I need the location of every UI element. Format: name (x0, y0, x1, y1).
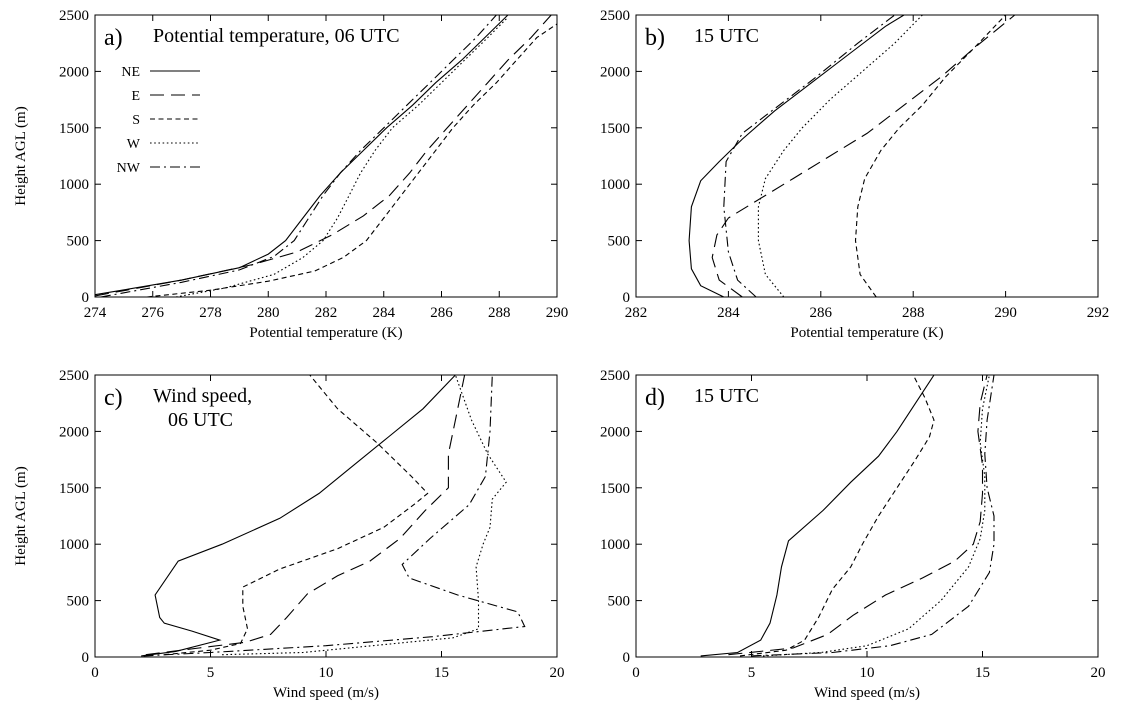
y-tick-label: 1000 (600, 537, 630, 553)
panel-letter: a) (104, 25, 123, 51)
x-tick-label: 286 (810, 305, 833, 321)
plot-frame (94, 14, 558, 298)
x-tick-label: 15 (975, 665, 990, 681)
x-axis-label: Wind speed (m/s) (814, 685, 920, 701)
y-tick-label: 2500 (59, 368, 89, 384)
x-tick-label: 10 (319, 665, 334, 681)
y-tick-label: 0 (623, 290, 631, 306)
series-line-e (728, 374, 988, 656)
panel-letter: b) (645, 25, 665, 51)
y-tick-label: 2000 (600, 424, 630, 440)
series-line-nw (100, 14, 497, 298)
y-tick-label: 1500 (600, 121, 630, 137)
series-line-nw (723, 14, 896, 298)
x-tick-label: 10 (860, 665, 875, 681)
series-line-ne (700, 374, 935, 657)
panel-letter: c) (104, 385, 123, 411)
x-axis-label: Potential temperature (K) (790, 325, 943, 341)
plot-frame (94, 374, 558, 658)
x-tick-label: 290 (994, 305, 1017, 321)
series-line-s (739, 374, 935, 657)
series-line-s (854, 14, 1006, 298)
series-line-s (164, 374, 429, 656)
x-tick-label: 284 (373, 305, 396, 321)
panel-b: 282 284 286 288 290 292 0 500 1000 1500 2000 2500 Po… (600, 8, 1109, 341)
panel-letter: d) (645, 385, 665, 411)
y-tick-label: 500 (608, 594, 631, 610)
y-tick-label: 2000 (59, 424, 89, 440)
series-line-ne (94, 14, 509, 296)
legend-label-s: S (132, 113, 140, 128)
x-axis-label: Wind speed (m/s) (273, 685, 379, 701)
series-line-ne (141, 374, 456, 657)
panel-title: 06 UTC (168, 409, 233, 431)
legend-label-nw: NW (117, 161, 141, 176)
x-axis-label: Potential temperature (K) (249, 325, 402, 341)
y-tick-label: 0 (623, 650, 631, 666)
x-tick-label: 278 (199, 305, 222, 321)
legend-label-w: W (127, 137, 141, 152)
series-line-w (762, 374, 990, 657)
plot-frame (635, 374, 1099, 658)
series-line-e (94, 14, 552, 297)
plot-frame (635, 14, 1099, 298)
series-line-w (757, 14, 923, 298)
series-line-nw (143, 374, 526, 657)
panel-c: 0 5 10 15 20 0 500 1000 1500 2000 2500 Wind speed (… (13, 368, 565, 701)
y-tick-label: 1000 (59, 177, 89, 193)
y-tick-label: 1500 (59, 481, 89, 497)
y-axis-label: Height AGL (m) (13, 466, 29, 565)
series-line-w (175, 16, 509, 298)
y-tick-label: 2500 (600, 368, 630, 384)
x-tick-label: 288 (488, 305, 511, 321)
series-line-nw (751, 374, 995, 657)
series-line-ne (688, 14, 905, 298)
y-tick-label: 500 (67, 594, 90, 610)
x-tick-label: 280 (257, 305, 280, 321)
legend-label-e: E (131, 89, 140, 104)
x-tick-label: 5 (207, 665, 215, 681)
x-tick-label: 288 (902, 305, 925, 321)
y-tick-label: 500 (67, 234, 90, 250)
x-tick-label: 15 (434, 665, 449, 681)
x-tick-label: 282 (625, 305, 648, 321)
x-tick-label: 290 (546, 305, 569, 321)
x-tick-label: 0 (91, 665, 99, 681)
y-tick-label: 1000 (59, 537, 89, 553)
y-tick-label: 0 (82, 650, 90, 666)
x-tick-label: 276 (142, 305, 165, 321)
series-line-e (711, 14, 1016, 298)
panel-title: Potential temperature, 06 UTC (153, 25, 400, 47)
x-tick-label: 286 (430, 305, 453, 321)
x-tick-label: 5 (748, 665, 756, 681)
x-tick-label: 0 (632, 665, 640, 681)
legend: NE ESW NW (117, 65, 200, 176)
y-tick-label: 1500 (59, 121, 89, 137)
panel-title: 15 UTC (694, 385, 759, 407)
series-line-w (222, 374, 507, 656)
panel-title: Wind speed, (153, 385, 252, 407)
x-tick-label: 292 (1087, 305, 1110, 321)
x-tick-label: 20 (550, 665, 565, 681)
series-line-e (145, 374, 466, 656)
panel-d: 0 5 10 15 20 0 500 1000 1500 2000 2500 Wind speed (… (600, 368, 1106, 701)
x-tick-label: 274 (84, 305, 107, 321)
y-tick-label: 1500 (600, 481, 630, 497)
y-tick-label: 1000 (600, 177, 630, 193)
y-tick-label: 0 (82, 290, 90, 306)
legend-label-ne: NE (121, 65, 140, 80)
x-tick-label: 20 (1091, 665, 1106, 681)
x-tick-label: 284 (717, 305, 740, 321)
y-tick-label: 2000 (600, 64, 630, 80)
series-line-s (146, 23, 558, 298)
panel-title: 15 UTC (694, 25, 759, 47)
y-tick-label: 2000 (59, 64, 89, 80)
y-axis-label: Height AGL (m) (13, 106, 29, 205)
y-tick-label: 2500 (59, 8, 89, 24)
y-tick-label: 500 (608, 234, 631, 250)
x-tick-label: 282 (315, 305, 338, 321)
panel-a: 274 276 278 280 282 284 286 288 290 0 500 1000 1500 2… (13, 8, 568, 341)
y-tick-label: 2500 (600, 8, 630, 24)
